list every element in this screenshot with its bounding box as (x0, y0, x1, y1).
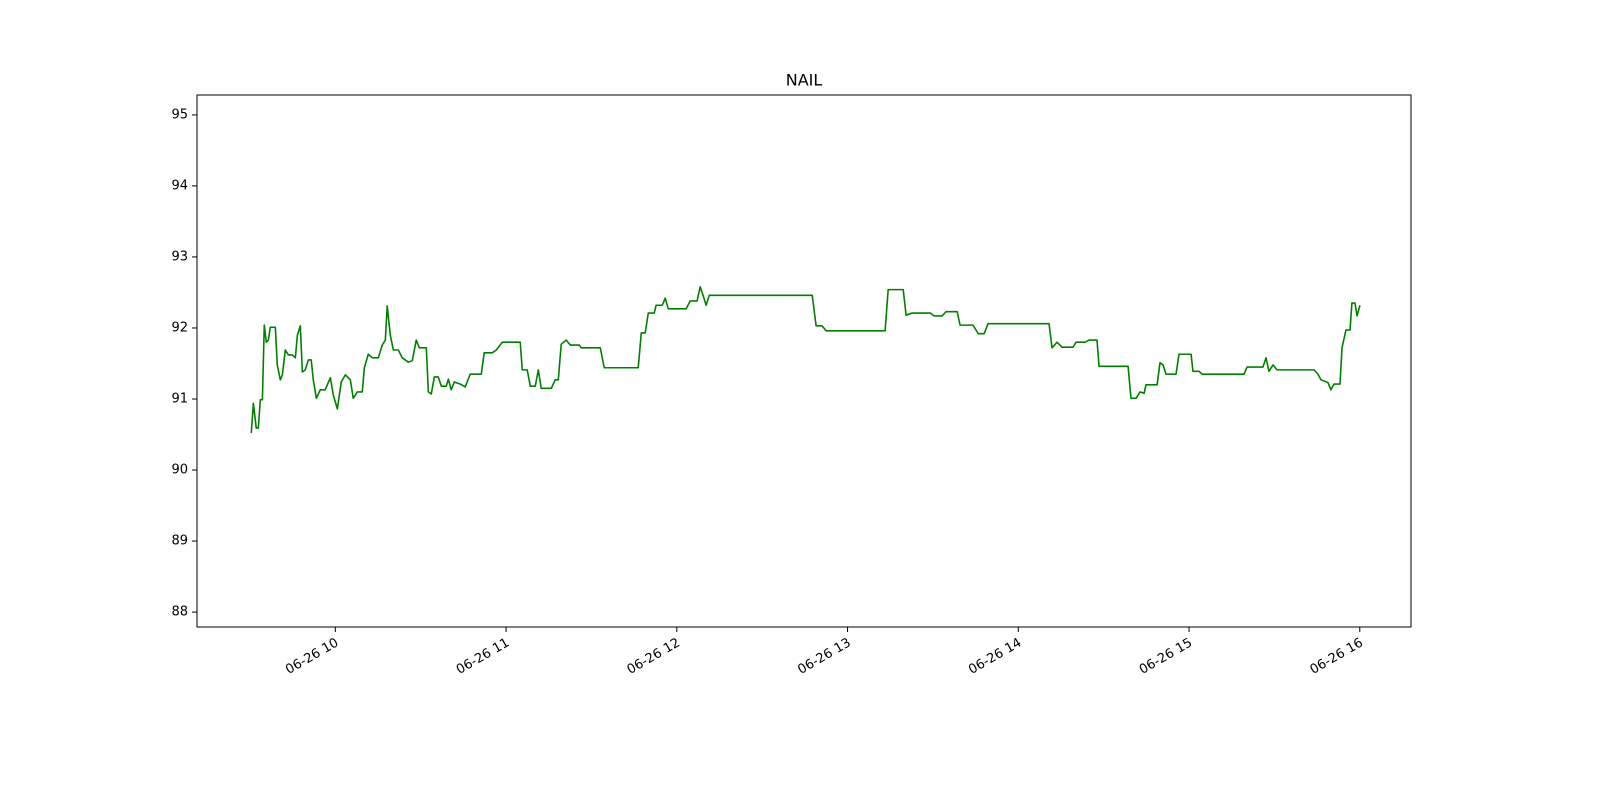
y-tick-label: 95 (171, 107, 188, 122)
y-tick-label: 89 (171, 534, 188, 549)
y-tick-label: 90 (171, 463, 188, 478)
price-line (250, 285, 1361, 434)
chart-title: NAIL (786, 71, 823, 90)
y-tick-label: 92 (171, 320, 188, 335)
y-tick-label: 88 (171, 605, 188, 620)
y-tick-label: 91 (171, 392, 188, 407)
plot-frame (196, 94, 1412, 628)
y-tick-label: 94 (171, 178, 188, 193)
y-tick-label: 93 (171, 249, 188, 264)
